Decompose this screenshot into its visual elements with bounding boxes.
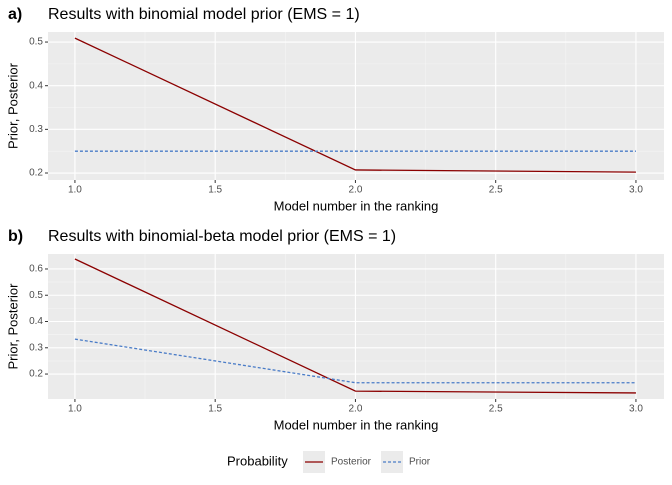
panel-tag: b) [8, 228, 23, 245]
x-tick-label: 1.0 [68, 185, 82, 196]
x-tick-label: 3.0 [629, 185, 643, 196]
x-tick-label: 2.5 [489, 404, 503, 415]
y-tick-label: 0.3 [29, 124, 43, 135]
x-tick-label: 1.0 [68, 404, 82, 415]
y-tick-label: 0.5 [29, 37, 43, 48]
legend-key [381, 451, 404, 473]
x-tick-label: 2.0 [348, 185, 362, 196]
series-line [74, 37, 636, 173]
x-tick-label: 2.0 [348, 404, 362, 415]
y-axis-label: Prior, Posterior [5, 283, 20, 370]
series-line [74, 258, 636, 394]
legend-title: Probability [227, 453, 288, 468]
x-tick-label: 2.5 [489, 185, 503, 196]
x-tick-label: 1.5 [208, 185, 222, 196]
x-tick-label: 1.5 [208, 404, 222, 415]
plot-panel [48, 32, 664, 180]
panel-tag: a) [8, 6, 22, 23]
legend-label: Prior [409, 457, 431, 468]
y-tick-label: 0.2 [29, 369, 43, 380]
x-tick-label: 3.0 [629, 404, 643, 415]
y-tick-label: 0.4 [29, 80, 43, 91]
y-tick-label: 0.3 [29, 342, 43, 353]
y-tick-label: 0.6 [29, 264, 43, 275]
chart-title: Results with binomial model prior (EMS =… [48, 6, 360, 23]
y-axis-label: Prior, Posterior [5, 62, 20, 149]
y-tick-label: 0.2 [29, 168, 43, 179]
plot-panel [48, 254, 664, 399]
legend-label: Posterior [331, 457, 372, 468]
y-tick-label: 0.4 [29, 316, 43, 327]
chart-title: Results with binomial-beta model prior (… [48, 228, 396, 245]
x-axis-label: Model number in the ranking [274, 198, 439, 213]
series-line [74, 338, 636, 384]
x-axis-label: Model number in the ranking [274, 417, 439, 432]
y-tick-label: 0.5 [29, 290, 43, 301]
